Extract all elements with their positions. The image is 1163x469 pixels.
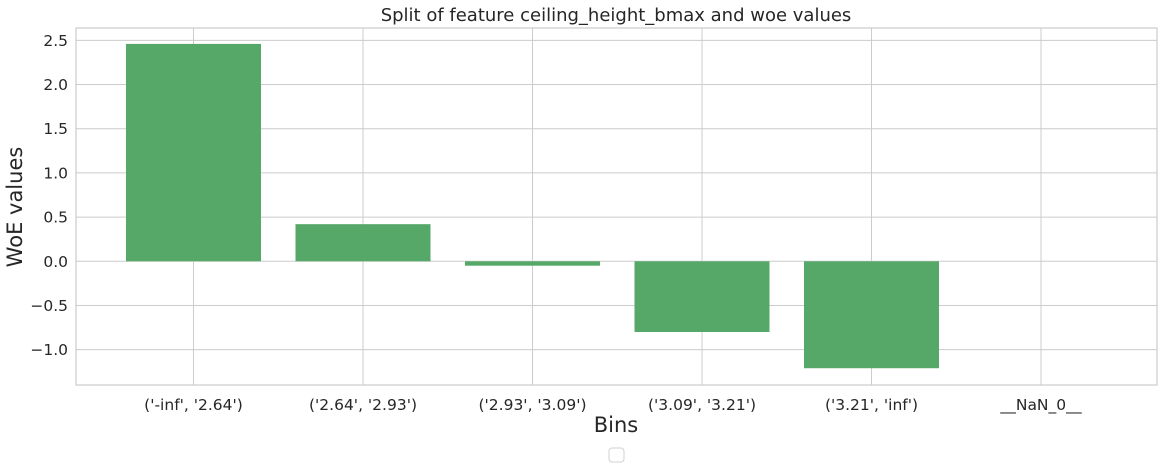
y-tick-label: 0.5 (43, 209, 68, 227)
y-tick-label: −1.0 (30, 341, 68, 359)
bars (126, 43, 939, 369)
x-axis-label: Bins (594, 413, 639, 437)
x-axis-ticks: ('-inf', '2.64') ('2.64', '2.93') ('2.93',… (144, 396, 1082, 415)
y-tick-label: 0.0 (43, 253, 68, 271)
chart-title: Split of feature ceiling_height_bmax and… (381, 5, 852, 26)
bar (126, 43, 261, 262)
x-tick-label: ('2.93', '3.09') (478, 396, 586, 414)
y-tick-label: −0.5 (30, 297, 68, 315)
bar (295, 224, 431, 262)
y-axis-label: WoE values (3, 147, 27, 268)
x-tick-label: ('2.64', '2.93') (309, 396, 417, 414)
x-tick-label: ('3.09', '3.21') (648, 396, 756, 414)
plot-frame (75, 27, 1158, 386)
bar (634, 261, 770, 332)
x-tick-label: ('-inf', '2.64') (144, 396, 243, 414)
bar (465, 261, 600, 266)
y-tick-label: 2.5 (43, 32, 68, 50)
legend (608, 447, 625, 463)
bar (804, 261, 939, 369)
y-tick-label: 1.0 (43, 164, 68, 182)
y-axis-ticks: 2.5 2.0 1.5 1.0 0.5 0.0 −0.5 −1.0 (30, 32, 68, 359)
y-tick-label: 1.5 (43, 120, 68, 138)
y-tick-label: 2.0 (43, 76, 68, 94)
x-tick-label: ('3.21', 'inf') (825, 396, 918, 414)
x-tick-label: __NaN_0__ (999, 396, 1082, 415)
